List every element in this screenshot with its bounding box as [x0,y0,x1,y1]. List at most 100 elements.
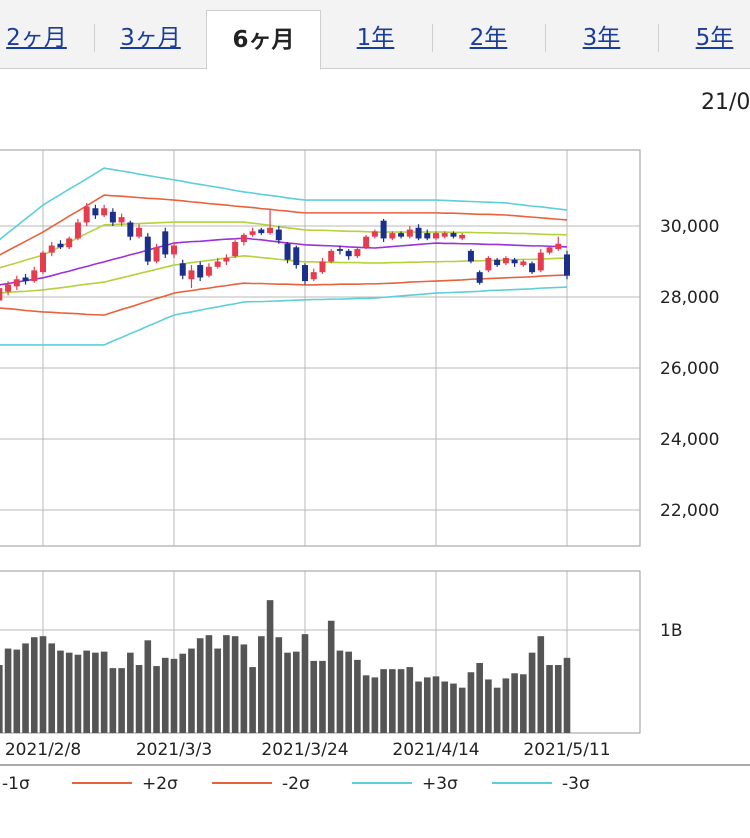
candle-body [188,270,195,280]
candle-body [459,234,466,239]
candle-body [31,270,38,282]
candle-body [0,288,3,301]
volume-bar [179,653,187,733]
volume-bar [118,668,125,733]
candle-body [249,231,256,235]
candle-body [546,247,553,253]
candle-body [144,236,151,262]
volume-bar [92,652,99,733]
tab-active[interactable]: 6ヶ月 [206,10,321,70]
candle-body [441,233,448,237]
volume-bar [0,665,3,733]
candle-body [494,259,501,266]
volume-bar [563,657,571,733]
candle-body [136,227,143,237]
volume-bar [57,650,64,733]
volume-bar [528,652,536,733]
volume-bar [223,635,230,733]
candle-body [371,231,378,237]
candle-body [66,238,73,248]
candle-body [328,250,335,262]
candle-body [354,249,361,257]
x-tick-label: 2021/5/11 [523,740,610,760]
y-tick-label: 24,000 [660,430,719,450]
candle-body [83,206,90,223]
band-line [0,286,568,346]
volume-bar [301,634,309,733]
volume-bar [354,659,361,733]
separator [545,24,546,52]
y-tick-label: 26,000 [660,359,719,379]
candle-body [214,261,221,267]
tab[interactable]: 1年 [356,25,395,51]
y-tick-label: 28,000 [660,288,719,308]
candle-body [48,245,55,253]
volume-bar [144,640,152,733]
legend-label: -1σ [2,774,30,794]
candle-body [415,227,422,239]
volume-bar [258,636,265,733]
legend-label: -3σ [562,774,590,794]
volume-bar [441,681,449,733]
candle-body [197,265,204,278]
volume-bar [406,667,414,733]
tab[interactable]: 2年 [469,25,508,51]
candle-body [179,263,186,276]
volume-bar [546,665,553,733]
candle-body [336,249,343,251]
x-tick-label: 2021/3/24 [261,740,348,760]
volume-bar [432,676,440,733]
tab[interactable]: 3年 [582,25,621,51]
candle-body [74,222,81,239]
volume-bar [161,657,169,733]
volume-bar [275,637,283,733]
candle-body [92,208,99,216]
volume-bar [397,669,405,733]
volume-bar [48,643,56,733]
candle-body [450,233,457,237]
volume-bar [205,635,213,733]
volume-bar [485,679,492,733]
volume-bar [109,668,117,733]
candle-body [433,233,439,239]
candle-body [109,211,116,223]
legend-label: +3σ [422,774,458,794]
volume-bar [520,674,527,733]
volume-bar [284,652,291,733]
volume-bar [537,636,545,733]
candle-body [127,222,134,237]
candle-body [476,272,483,283]
tab-bar: 2ヶ月 3ヶ月 6ヶ月 1年 2年 3年 5年 [0,0,750,70]
tab[interactable]: 3ヶ月 [120,25,181,51]
band-line [0,274,568,316]
volume-bar [153,666,160,733]
volume-bar [493,687,501,733]
volume-bar [423,677,431,733]
volume-bar [214,648,221,733]
legend-label: -2σ [282,774,310,794]
candle-body [153,247,160,262]
candle-body [205,266,212,276]
volume-bar [249,667,256,733]
candle-body [5,284,12,292]
candle-body [424,233,431,239]
candle-body [380,220,387,239]
candle-body [240,234,247,242]
candle-body [520,261,527,266]
volume-bar [30,637,38,733]
volume-bar [4,648,12,733]
tab[interactable]: 2ヶ月 [6,25,67,51]
separator [658,24,659,52]
volume-bar [319,660,326,733]
x-tick-label: 2021/2/8 [5,740,81,760]
volume-bar [127,652,134,733]
candle-body [537,252,544,271]
volume-bar [554,665,562,733]
candle-body [502,257,509,264]
tab[interactable]: 5年 [695,25,734,51]
candle-body [223,257,230,262]
band-line [0,221,568,269]
candle-body [57,243,64,248]
